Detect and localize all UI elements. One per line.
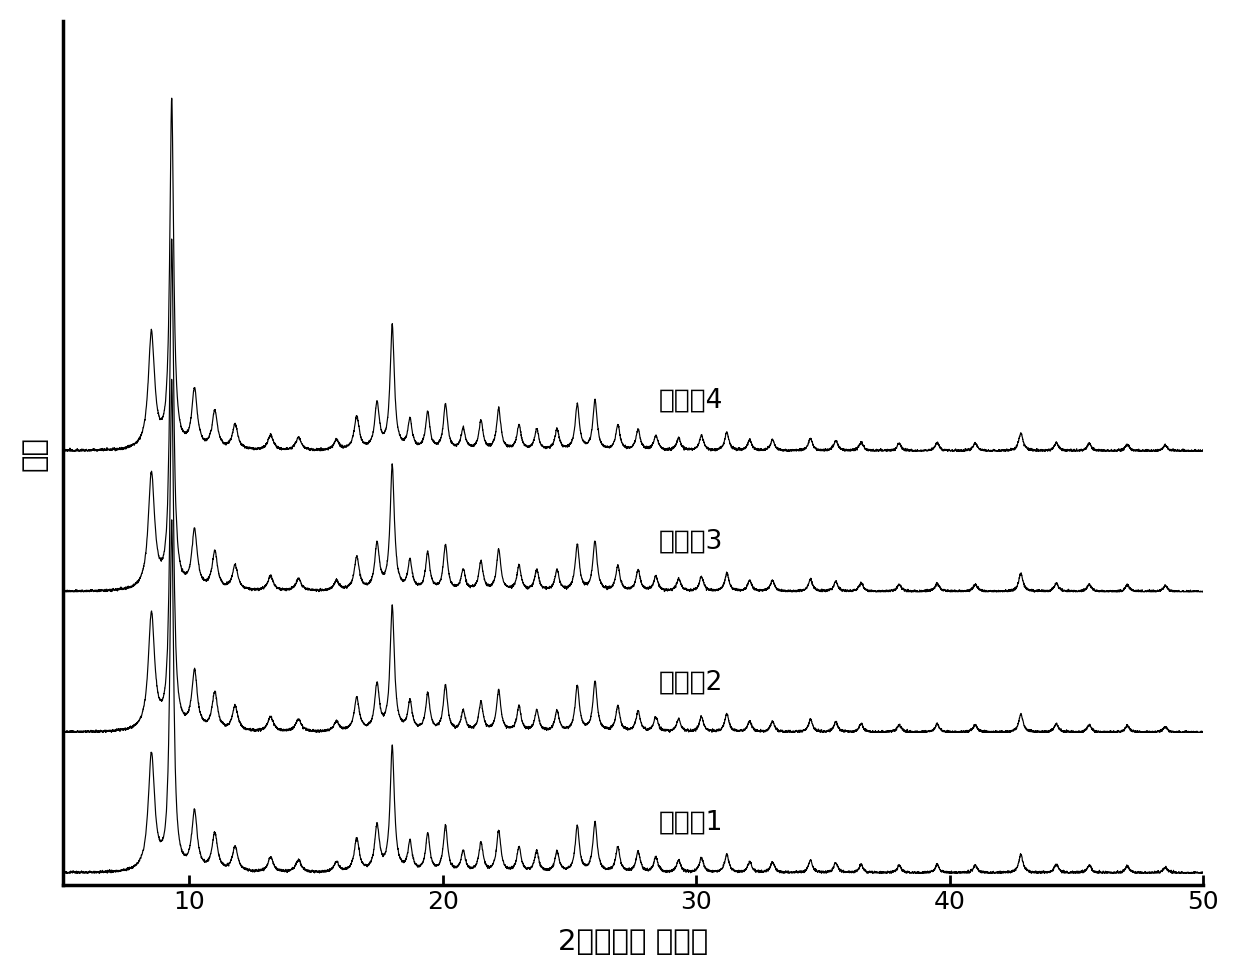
Text: 实施例3: 实施例3 <box>658 529 723 555</box>
Text: 实施例1: 实施例1 <box>658 810 723 835</box>
Y-axis label: 强度: 强度 <box>21 436 48 471</box>
Text: 实施例2: 实施例2 <box>658 669 723 695</box>
Text: 实施例4: 实施例4 <box>658 388 723 414</box>
X-axis label: 2倍衷射角 （度）: 2倍衷射角 （度） <box>558 928 708 956</box>
